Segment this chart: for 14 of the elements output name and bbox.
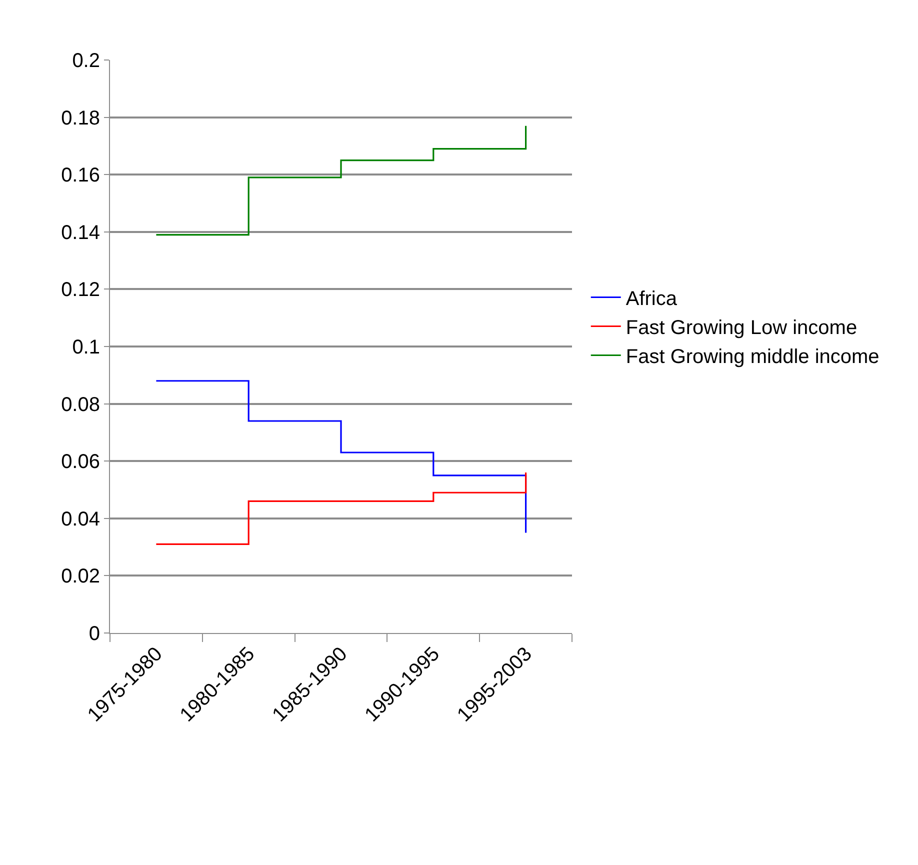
y-tick-label: 0.2 [72, 50, 100, 72]
legend-label: Fast Growing Low income [626, 317, 858, 340]
y-tick-label: 0 [88, 623, 100, 645]
y-tick-label: 0.18 [61, 107, 100, 130]
y-tick-label: 0.14 [61, 222, 100, 244]
y-tick-label: 0.06 [61, 451, 100, 474]
y-tick-label: 0.08 [61, 394, 100, 416]
y-tick-label: 0.12 [61, 279, 100, 302]
legend-label: Africa [626, 288, 678, 310]
legend-label: Fast Growing middle income [626, 346, 880, 368]
y-tick-label: 0.1 [72, 336, 100, 358]
y-tick-label: 0.16 [61, 164, 100, 187]
y-tick-label: 0.04 [61, 508, 100, 530]
y-tick-label: 0.02 [61, 566, 100, 588]
